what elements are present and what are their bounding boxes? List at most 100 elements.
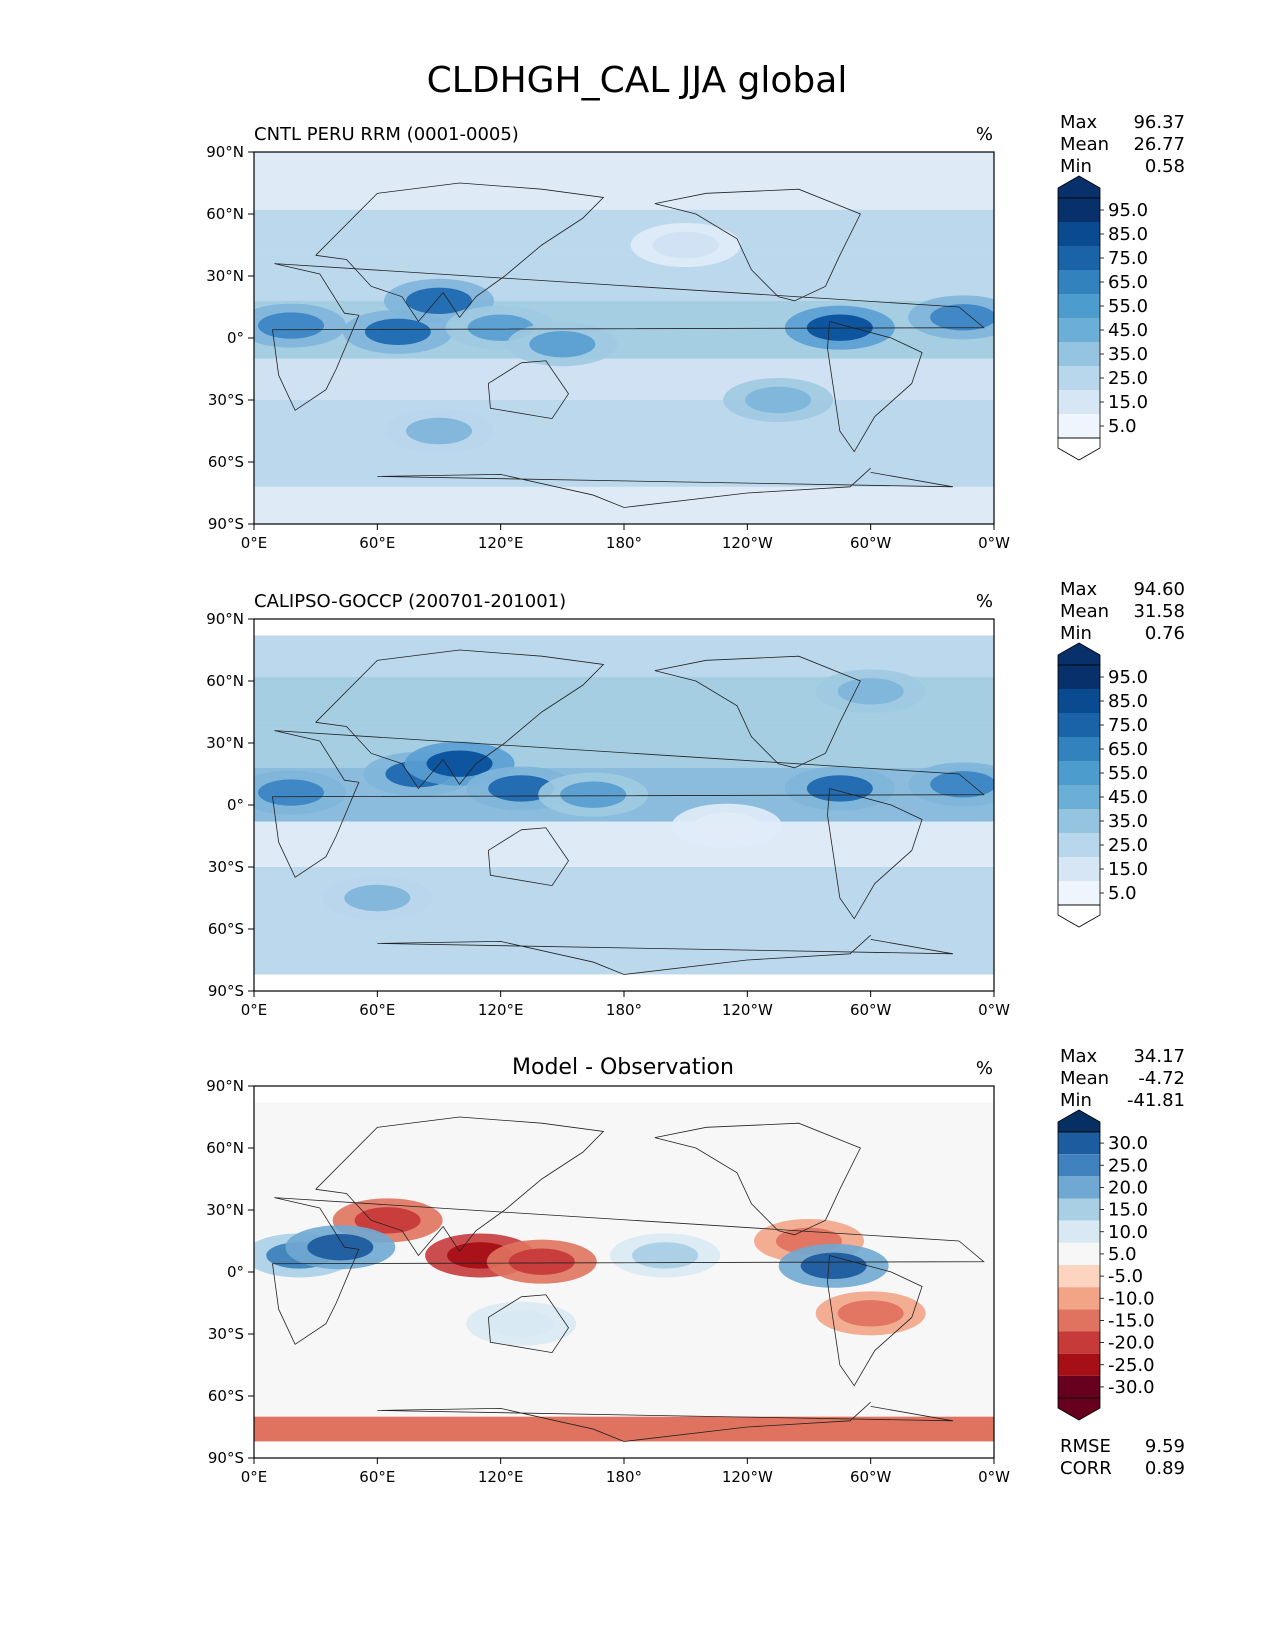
colorbar-segment: [1058, 1265, 1100, 1288]
colorbar-extend-bottom: [1057, 904, 1101, 928]
colorbar-extend-bottom: [1057, 1397, 1101, 1421]
colorbar-frame: [1057, 1131, 1101, 1399]
colorbar-label: 5.0: [1108, 1244, 1137, 1265]
colorbar-segment: [1058, 857, 1100, 881]
x-tick-label: 0°W: [978, 1001, 1010, 1019]
y-tick-label: 30°S: [208, 858, 244, 876]
latitude-band: [254, 152, 994, 210]
x-tick-label: 120°W: [722, 1001, 773, 1019]
colorbar-frame: [1057, 664, 1101, 906]
colorbar-segment: [1058, 318, 1100, 342]
x-tick-label: 60°W: [850, 534, 892, 552]
colorbar-extend-top: [1057, 1109, 1101, 1133]
coastlines: [272, 649, 985, 975]
coastline: [654, 655, 861, 769]
x-tick-label: 0°E: [241, 534, 268, 552]
panel-title: CNTL PERU RRM (0001-0005): [254, 124, 519, 145]
colorbar-segment: [1058, 785, 1100, 809]
x-tick-label: 120°E: [478, 1001, 524, 1019]
coastline: [377, 934, 953, 975]
colorbar-label: 75.0: [1108, 715, 1148, 736]
figure-title: CLDHGH_CAL JJA global: [427, 60, 848, 101]
colorbar-segment: [1058, 294, 1100, 318]
y-tick-label: 30°N: [206, 267, 244, 285]
stat-value: 31.58: [1133, 601, 1185, 622]
colorbar-label: 95.0: [1108, 200, 1148, 221]
field-feature-core: [745, 386, 812, 414]
field-feature-core: [488, 1310, 555, 1337]
colorbar-segment: [1058, 366, 1100, 390]
field-feature-core: [406, 417, 472, 445]
colorbar-frame: [1057, 197, 1101, 439]
no-data-band: [254, 619, 994, 636]
stat-label: Max: [1060, 112, 1098, 133]
field-feature-core: [837, 678, 904, 705]
extra-stat-label: CORR: [1060, 1458, 1112, 1479]
field-feature-core: [364, 318, 431, 345]
colorbar-label: 15.0: [1108, 859, 1148, 880]
extra-stat-value: 9.59: [1145, 1436, 1185, 1457]
field-feature-core: [560, 781, 627, 808]
colorbar-label: -5.0: [1108, 1266, 1143, 1287]
no-data-band: [254, 1441, 994, 1458]
colorbar-label: 25.0: [1108, 368, 1148, 389]
field-feature-core: [652, 231, 719, 259]
y-tick-label: 90°N: [206, 610, 244, 628]
colorbar-label: 25.0: [1108, 835, 1148, 856]
coastline: [272, 730, 985, 878]
colorbar-label: 85.0: [1108, 691, 1148, 712]
panel-test: CNTL PERU RRM (0001-0005) % 0°E 60°E 120°E…: [206, 112, 1185, 552]
field-feature-core: [406, 287, 472, 314]
stat-label: Min: [1060, 623, 1092, 644]
colorbar-segment: [1058, 809, 1100, 833]
extra-stat-value: 0.89: [1145, 1458, 1185, 1479]
latitude-band: [254, 722, 994, 768]
colorbar-segment: [1058, 833, 1100, 857]
stat-value: 34.17: [1133, 1046, 1185, 1067]
colorbar-segment: [1058, 1375, 1100, 1398]
colorbar-label: 25.0: [1108, 1155, 1148, 1176]
extra-stat-label: RMSE: [1060, 1436, 1111, 1457]
x-tick-label: 180°: [606, 1001, 642, 1019]
coastline: [377, 1401, 953, 1442]
colorbar-segment: [1058, 414, 1100, 438]
field-feature-core: [426, 750, 493, 777]
colorbar-label: 35.0: [1108, 344, 1148, 365]
field-feature-core: [930, 771, 994, 798]
latitude-band: [254, 255, 994, 301]
coastline: [272, 1197, 985, 1345]
colorbar-segment: [1058, 1132, 1100, 1155]
colorbar-label: 55.0: [1108, 763, 1148, 784]
field-feature-core: [307, 1234, 374, 1261]
y-tick-label: 60°S: [208, 920, 244, 938]
x-tick-label: 180°: [606, 534, 642, 552]
coastline: [315, 649, 605, 790]
no-data-band: [254, 974, 994, 991]
stat-label: Max: [1060, 1046, 1098, 1067]
x-tick-label: 60°E: [359, 1001, 395, 1019]
stat-value: 0.76: [1145, 623, 1185, 644]
y-tick-label: 30°S: [208, 391, 244, 409]
colorbar-extend-bottom: [1057, 437, 1101, 461]
field-feature-core: [258, 779, 324, 806]
coastline: [487, 360, 569, 420]
stat-value: -4.72: [1138, 1068, 1185, 1089]
field-feature-core: [529, 331, 596, 358]
coastline: [487, 827, 569, 887]
panel-diff: Model - Observation % 0°E 60°E 120°E 180° 12…: [206, 1046, 1185, 1486]
colorbar-label: 15.0: [1108, 392, 1148, 413]
x-tick-label: 0°E: [241, 1001, 268, 1019]
colorbar-segment: [1058, 761, 1100, 785]
x-tick-label: 120°W: [722, 534, 773, 552]
latitude-band: [254, 400, 994, 462]
colorbar-segment: [1058, 1242, 1100, 1265]
colorbar-segment: [1058, 665, 1100, 689]
coastline: [272, 263, 985, 411]
colorbar-label: 55.0: [1108, 296, 1148, 317]
y-tick-label: 30°S: [208, 1325, 244, 1343]
y-tick-label: 90°N: [206, 143, 244, 161]
x-tick-label: 0°E: [241, 1468, 268, 1486]
stat-label: Min: [1060, 156, 1092, 177]
y-tick-label: 0°: [227, 1263, 244, 1281]
field-feature-core: [344, 884, 411, 912]
